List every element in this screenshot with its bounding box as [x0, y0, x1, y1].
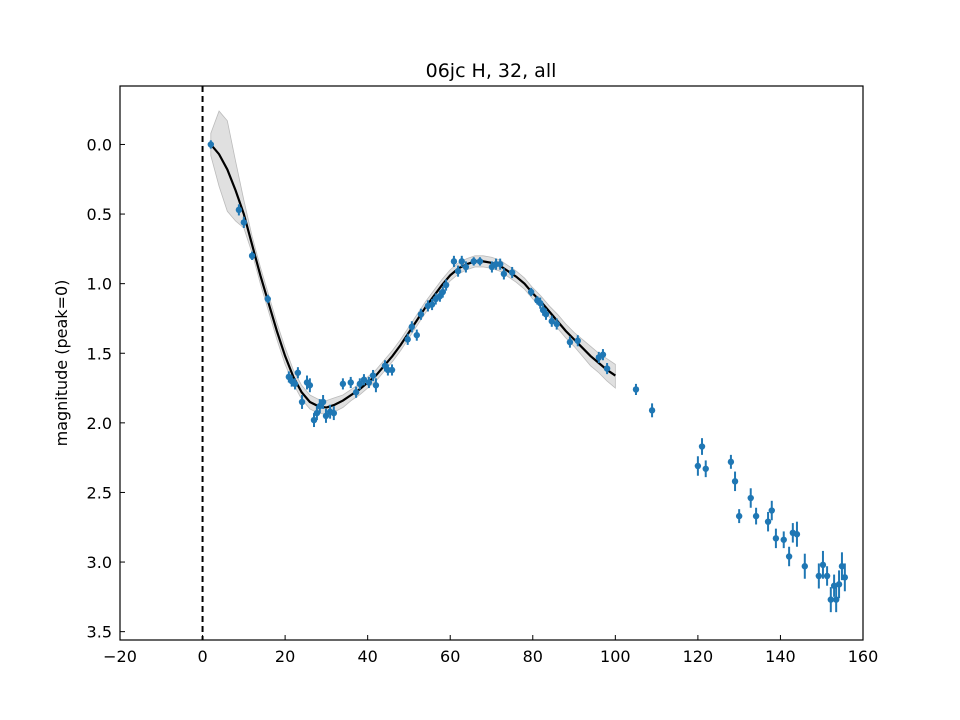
data-point	[702, 465, 709, 472]
data-point	[764, 518, 772, 525]
data-point	[566, 338, 574, 346]
data-point	[827, 596, 835, 603]
data-point	[365, 379, 373, 386]
data-point	[772, 535, 780, 542]
data-point	[360, 376, 368, 383]
data-point	[648, 407, 656, 414]
x-tick-label: 140	[765, 647, 796, 666]
data-point	[240, 219, 248, 226]
data-point	[439, 288, 446, 296]
data-point	[793, 531, 801, 538]
data-point	[780, 536, 787, 543]
data-point	[599, 351, 607, 358]
data-point	[835, 581, 843, 588]
y-tick-label: 0.5	[87, 205, 112, 224]
data-point	[768, 507, 775, 514]
y-tick-label: 2.0	[87, 414, 112, 433]
data-point	[801, 563, 808, 570]
data-point	[500, 270, 508, 278]
data-point	[442, 281, 450, 289]
x-tick-label: 60	[440, 647, 460, 666]
chart-title: 06jc H, 32, all	[426, 60, 557, 82]
data-point	[819, 561, 827, 569]
x-tick-label: 120	[683, 647, 714, 666]
data-point	[330, 409, 338, 417]
data-point	[352, 389, 360, 396]
data-point	[356, 380, 364, 388]
data-point	[727, 458, 735, 466]
data-point	[428, 301, 436, 308]
data-point	[785, 553, 793, 560]
data-point	[322, 412, 330, 420]
x-tick-label: 20	[275, 647, 295, 666]
data-point	[413, 331, 420, 339]
data-point	[417, 311, 425, 318]
x-tick-label: 80	[523, 647, 543, 666]
data-point	[470, 258, 477, 265]
data-point	[298, 398, 306, 406]
data-point	[372, 382, 380, 389]
fit-line	[209, 143, 616, 409]
data-point	[264, 295, 271, 303]
data-point	[574, 337, 581, 344]
plot-frame	[119, 85, 864, 641]
data-point	[476, 258, 484, 265]
x-tick-label: 100	[600, 647, 631, 666]
data-point	[347, 379, 354, 386]
data-point	[248, 252, 256, 260]
data-point	[838, 563, 846, 570]
data-point	[462, 263, 470, 271]
data-point	[537, 299, 544, 307]
y-tick-label: 0.0	[87, 135, 112, 154]
data-point	[527, 288, 535, 296]
data-point	[735, 512, 743, 520]
data-point	[496, 260, 504, 268]
y-tick-label: 3.0	[87, 553, 112, 572]
data-point	[841, 574, 849, 581]
data-point	[404, 336, 411, 343]
x-tick-label: 160	[848, 647, 879, 666]
y-tick-label: 1.5	[87, 344, 112, 363]
data-point	[306, 382, 314, 389]
data-point	[450, 258, 458, 265]
x-tick-label: 40	[357, 647, 377, 666]
data-point	[752, 512, 760, 520]
data-point	[553, 320, 560, 328]
data-point	[388, 366, 396, 374]
data-point	[548, 318, 555, 325]
data-point	[319, 398, 327, 406]
data-point	[542, 311, 550, 318]
data-point	[294, 369, 302, 376]
data-point	[369, 372, 377, 379]
y-tick-label: 1.0	[87, 275, 112, 294]
confidence-band	[210, 110, 616, 415]
data-point	[454, 267, 462, 275]
x-tick-label: 0	[197, 647, 207, 666]
y-axis-label: magnitude (peak=0)	[52, 280, 71, 447]
data-point	[747, 494, 754, 502]
data-point	[310, 416, 318, 424]
x-tick-label: −20	[103, 647, 137, 666]
data-point	[339, 380, 347, 388]
data-point	[235, 206, 243, 214]
data-point	[823, 572, 831, 580]
data-point	[603, 365, 611, 372]
y-tick-label: 2.5	[87, 483, 112, 502]
data-point	[207, 141, 215, 148]
data-point	[698, 443, 706, 450]
data-point	[694, 462, 702, 470]
data-point	[832, 596, 840, 603]
data-point	[291, 380, 299, 388]
data-point	[458, 258, 465, 265]
data-point	[632, 386, 640, 393]
data-point	[731, 478, 739, 485]
y-tick-label: 3.5	[87, 623, 112, 642]
data-point	[815, 572, 823, 580]
data-point	[313, 409, 321, 417]
data-point	[408, 323, 416, 331]
data-point	[508, 269, 516, 276]
